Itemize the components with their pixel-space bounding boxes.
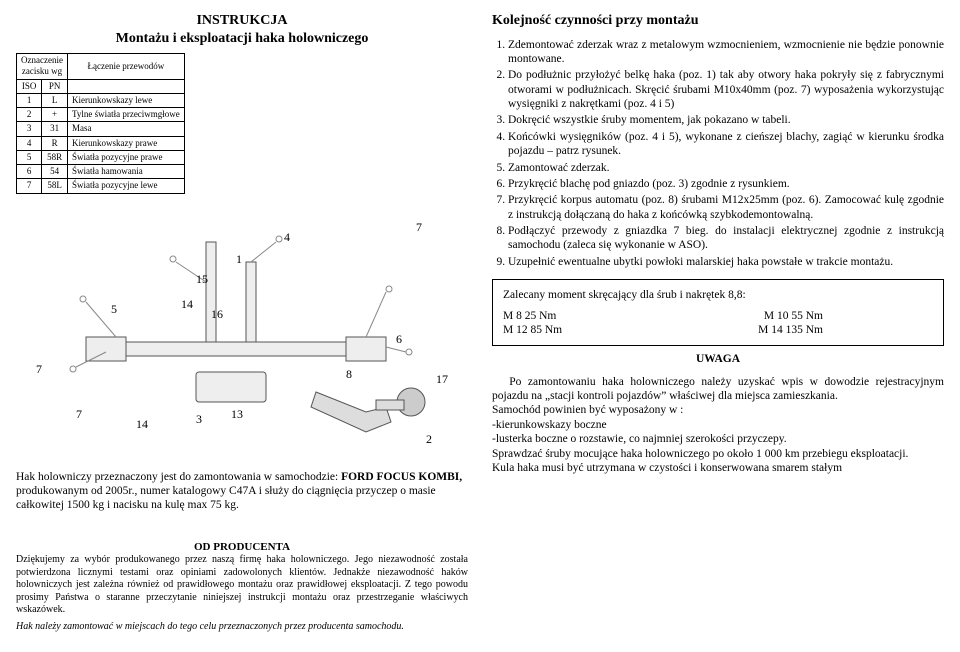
left-column: INSTRUKCJA Montażu i eksploatacji haka h…: [16, 12, 468, 633]
callout-4: 4: [284, 230, 290, 245]
assembly-diagram: 1 2 3 4 5 6 7 7 7 8 13 14 14 15 16 17: [16, 202, 468, 462]
callout-2: 2: [426, 432, 432, 447]
torque-title: Zalecany moment skręcający dla śrub i na…: [503, 288, 933, 302]
list-item: Zamontować zderzak.: [508, 161, 944, 175]
list-item: Zdemontować zderzak wraz z metalowym wzm…: [508, 38, 944, 67]
torque-m12: M 12 85 Nm: [503, 323, 562, 337]
callout-13: 13: [231, 407, 243, 422]
od-body: Dziękujemy za wybór produkowanego przez …: [16, 554, 468, 617]
list-item: Podłączyć przewody z gniazdka 7 bieg. do…: [508, 224, 944, 253]
callout-1: 1: [236, 252, 242, 267]
torque-m14: M 14 135 Nm: [758, 323, 823, 337]
page: INSTRUKCJA Montażu i eksploatacji haka h…: [16, 12, 944, 633]
list-item: Przykręcić blachę pod gniazdo (poz. 3) z…: [508, 177, 944, 191]
table-row: 1LKierunkowskazy lewe: [17, 93, 185, 107]
table-row: 654Światła hamowania: [17, 165, 185, 179]
table-row: 331Masa: [17, 122, 185, 136]
callout-16: 16: [211, 307, 223, 322]
callout-15: 15: [196, 272, 208, 287]
wiring-legend-table: Oznaczenie zacisku wg Łączenie przewodów…: [16, 53, 185, 194]
legend-header-col1: Oznaczenie zacisku wg: [17, 54, 68, 80]
od-title: OD PRODUCENTA: [16, 541, 468, 555]
callout-7b: 7: [36, 362, 42, 377]
uwaga-heading: UWAGA: [492, 352, 944, 366]
legend-header-col2: Łączenie przewodów: [67, 54, 184, 80]
od-producenta: OD PRODUCENTA Dziękujemy za wybór produk…: [16, 541, 468, 634]
legend-and-diagram: Oznaczenie zacisku wg Łączenie przewodów…: [16, 53, 468, 198]
steps-list: Zdemontować zderzak wraz z metalowym wzm…: [492, 38, 944, 270]
callout-6: 6: [396, 332, 402, 347]
callout-14: 14: [181, 297, 193, 312]
table-row: 558RŚwiatła pozycyjne prawe: [17, 150, 185, 164]
table-row: 758LŚwiatła pozycyjne lewe: [17, 179, 185, 193]
title-line-2: Montażu i eksploatacji haka holowniczego: [116, 31, 369, 46]
list-item: Dokręcić wszystkie śruby momentem, jak p…: [508, 113, 944, 127]
legend-col-iso: ISO: [17, 79, 42, 93]
torque-box: Zalecany moment skręcający dla śrub i na…: [492, 279, 944, 346]
od-em: Hak należy zamontować w miejscach do teg…: [16, 621, 468, 634]
legend-col-pn: PN: [42, 79, 68, 93]
callout-14b: 14: [136, 417, 148, 432]
list-item: Przykręcić korpus automatu (poz. 8) śrub…: [508, 193, 944, 222]
torque-m10: M 10 55 Nm: [764, 309, 823, 323]
table-row: 2+Tylne światła przeciwmgłowe: [17, 108, 185, 122]
right-column: Kolejność czynności przy montażu Zdemont…: [492, 12, 944, 633]
list-item: Końcówki wysięgników (poz. 4 i 5), wykon…: [508, 130, 944, 159]
list-item: Uzupełnić ewentualne ubytki powłoki mala…: [508, 255, 944, 269]
list-item: Do podłużnic przyłożyć belkę haka (poz. …: [508, 68, 944, 111]
doc-title: INSTRUKCJA Montażu i eksploatacji haka h…: [16, 12, 468, 47]
table-row: 4RKierunkowskazy prawe: [17, 136, 185, 150]
steps-title: Kolejność czynności przy montażu: [492, 12, 944, 30]
callout-17: 17: [436, 372, 448, 387]
callout-7c: 7: [76, 407, 82, 422]
callout-7: 7: [416, 220, 422, 235]
torque-m8: M 8 25 Nm: [503, 309, 556, 323]
callout-5: 5: [111, 302, 117, 317]
after-text: Po zamontowaniu haka holowniczego należy…: [492, 375, 944, 476]
callout-3: 3: [196, 412, 202, 427]
title-line-1: INSTRUKCJA: [196, 13, 287, 28]
vehicle-paragraph: Hak holowniczy przeznaczony jest do zamo…: [16, 470, 468, 513]
diagram-svg: [16, 202, 476, 462]
callout-8: 8: [346, 367, 352, 382]
